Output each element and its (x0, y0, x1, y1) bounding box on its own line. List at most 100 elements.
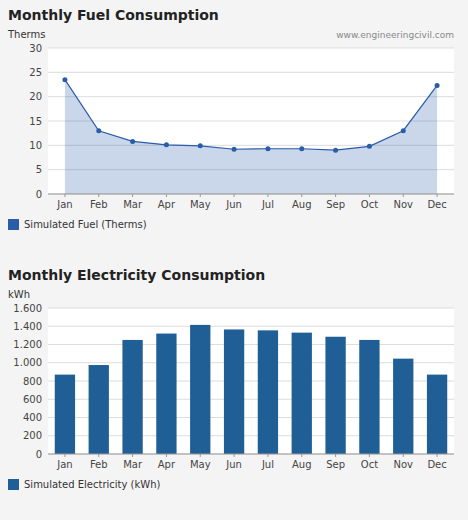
y-tick-label: 1.000 (13, 357, 42, 368)
x-tick-label: Sep (326, 199, 345, 210)
x-tick-label: Jul (261, 459, 274, 470)
marker (198, 143, 203, 148)
y-tick-label: 200 (23, 430, 42, 441)
x-tick-label: Aug (292, 459, 312, 470)
x-tick (64, 194, 65, 197)
marker (265, 146, 270, 151)
plot-background (48, 48, 454, 194)
x-axis-line (48, 454, 454, 455)
x-tick (403, 454, 404, 457)
x-tick (64, 454, 65, 457)
x-tick-label: Oct (361, 459, 378, 470)
legend-label: Simulated Fuel (Therms) (24, 219, 147, 230)
line (65, 80, 437, 151)
x-tick (132, 194, 133, 197)
bar (156, 334, 176, 454)
x-tick (437, 194, 438, 197)
y-tick-label: 30 (29, 43, 42, 54)
x-tick-label: Mar (123, 459, 143, 470)
x-tick (369, 454, 370, 457)
legend-label: Simulated Electricity (kWh) (24, 479, 160, 490)
y-tick-label: 25 (29, 67, 42, 78)
y-tick-label: 600 (23, 394, 42, 405)
x-tick-label: May (190, 459, 211, 470)
x-tick-label: Aug (292, 199, 312, 210)
x-tick-label: Oct (361, 199, 378, 210)
x-tick-label: Jul (261, 199, 274, 210)
x-tick-label: Jun (225, 459, 242, 470)
grid-line (48, 326, 454, 327)
bar (393, 359, 413, 454)
y-tick-label: 1.600 (13, 303, 42, 314)
x-tick-label: Apr (158, 459, 176, 470)
bar (55, 375, 75, 454)
y-tick-label: 0 (36, 449, 42, 460)
chart: Monthly Electricity Consumption kWh 0 200 40… (8, 267, 454, 490)
figure: Monthly Fuel Consumption Therms www.engine… (0, 0, 468, 520)
bar (190, 325, 210, 454)
bar (292, 333, 312, 454)
x-tick-label: Jun (225, 199, 242, 210)
x-axis-line (48, 194, 454, 195)
grid-line (48, 308, 454, 309)
y-axis-label: Therms (7, 29, 46, 40)
marks (55, 325, 447, 454)
title: Monthly Electricity Consumption (8, 267, 265, 283)
marks (62, 77, 439, 194)
x-tick (403, 194, 404, 197)
marker (435, 83, 440, 88)
legend-swatch (8, 479, 19, 490)
y-tick-label: 1.400 (13, 321, 42, 332)
x-tick (98, 194, 99, 197)
y-tick-label: 15 (29, 116, 42, 127)
x-tick-label: May (190, 199, 211, 210)
marker (164, 142, 169, 147)
grid-line (48, 344, 454, 345)
marker (232, 147, 237, 152)
y-tick-label: 5 (36, 164, 42, 175)
x-tick (437, 454, 438, 457)
marker (62, 77, 67, 82)
bar (224, 329, 244, 454)
x-tick-label: Nov (393, 459, 413, 470)
bar (359, 340, 379, 454)
marker (333, 148, 338, 153)
x-tick (132, 454, 133, 457)
marker (96, 128, 101, 133)
grid-line (48, 121, 454, 122)
marker (299, 146, 304, 151)
marker (367, 144, 372, 149)
marker (401, 128, 406, 133)
title: Monthly Fuel Consumption (8, 7, 219, 23)
x-tick-label: Nov (393, 199, 413, 210)
chart: Monthly Fuel Consumption Therms www.engine… (7, 7, 454, 230)
x-tick (335, 454, 336, 457)
x-tick-label: Sep (326, 459, 345, 470)
bar (89, 365, 109, 454)
x-tick-label: Dec (427, 199, 446, 210)
grid-line (48, 72, 454, 73)
y-tick-label: 400 (23, 412, 42, 423)
x-tick (234, 454, 235, 457)
x-tick-label: Dec (427, 459, 446, 470)
legend-swatch (8, 219, 19, 230)
area (65, 80, 437, 194)
y-tick-label: 0 (36, 189, 42, 200)
annotation: www.engineeringcivil.com (336, 30, 454, 40)
y-tick-label: 1.200 (13, 339, 42, 350)
x-tick (166, 194, 167, 197)
x-tick-label: Jan (56, 199, 72, 210)
y-tick-label: 20 (29, 91, 42, 102)
x-tick (200, 194, 201, 197)
x-tick (267, 454, 268, 457)
bar (427, 375, 447, 454)
x-tick (267, 194, 268, 197)
x-tick-label: Mar (123, 199, 143, 210)
y-axis-label: kWh (8, 289, 30, 300)
bar (258, 330, 278, 454)
x-tick-label: Feb (90, 199, 108, 210)
plot-background (48, 308, 454, 454)
bar (122, 340, 142, 454)
y-tick-label: 10 (29, 140, 42, 151)
x-tick (166, 454, 167, 457)
